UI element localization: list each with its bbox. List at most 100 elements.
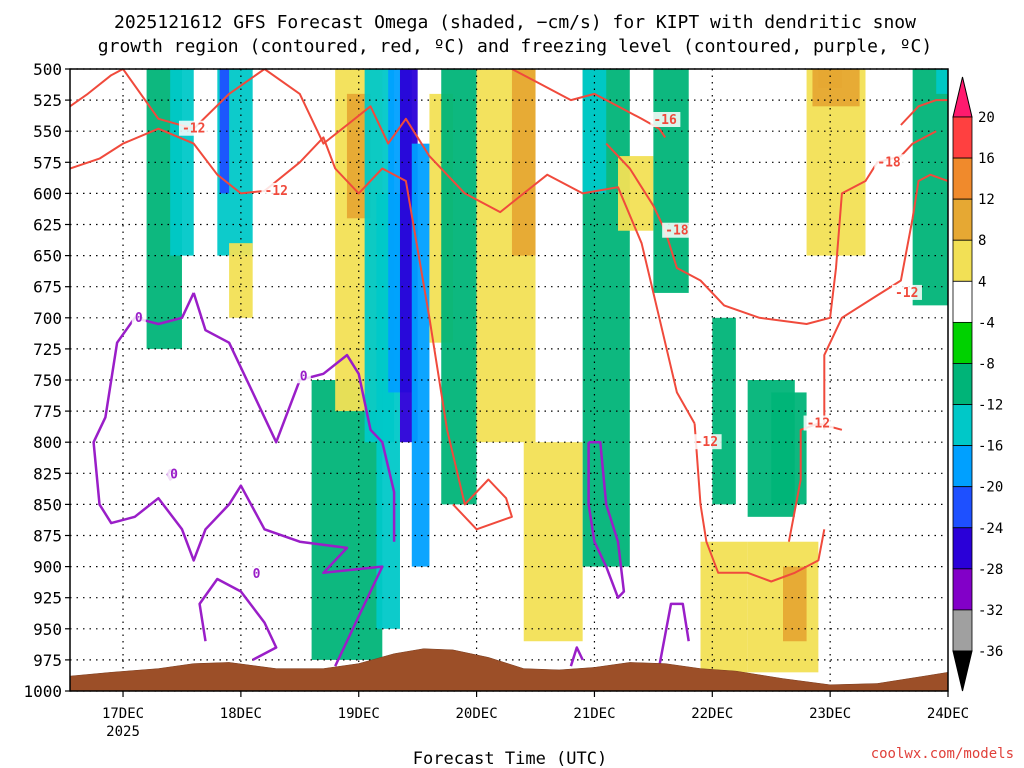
colorbar-tick-label: -32: [978, 603, 1003, 619]
x-axis-title: Forecast Time (UTC): [413, 749, 607, 768]
contour-label-background: [803, 415, 834, 431]
colorbar-band: [952, 116, 973, 159]
y-tick-label: 575: [33, 153, 62, 172]
omega-colorbar: 20 16 12 8 4 -4 -8 -12 -16 -20 -24 -28 -32 -36: [952, 76, 1003, 692]
freezing-level-contours: 0 0 0 0: [92, 292, 690, 667]
dendritic-growth-contours: -12 -12 -16 -18 -18 -12 -12 -12: [70, 69, 948, 583]
contour-label-background: [874, 154, 905, 170]
y-tick-label: 775: [33, 402, 62, 421]
omega-region: [653, 69, 689, 293]
omega-region: [700, 541, 748, 673]
colorbar-band: [952, 486, 973, 529]
contour-label: 0: [300, 369, 308, 384]
colorbar-tick-label: -4: [978, 315, 995, 331]
y-tick-label: 925: [33, 589, 62, 608]
contour-label-background: [891, 284, 922, 300]
x-tick-label: 21DEC: [573, 706, 615, 722]
contour-label: -12: [182, 122, 205, 137]
x-tick-label: 19DEC: [338, 706, 380, 722]
dgz-contour-line: [693, 423, 826, 583]
contour-label-background: [131, 309, 146, 325]
omega-region: [229, 243, 253, 318]
omega-region: [582, 69, 607, 194]
y-tick-label: 625: [33, 216, 62, 235]
contour-label-background: [249, 566, 264, 582]
y-tick-label: 900: [33, 558, 62, 577]
y-tick-label: 950: [33, 620, 62, 639]
x-axis-time: 17DEC 18DEC 19DEC 20DEC 21DEC 22DEC 23DEC 24DEC…: [102, 691, 969, 740]
chart-title: 2025121612 GFS Forecast Omega (shaded, −…: [98, 12, 932, 57]
colorbar-band: [952, 280, 973, 323]
freezing-contour-line: [658, 602, 690, 667]
colorbar-band: [952, 609, 973, 652]
omega-region: [411, 143, 430, 567]
omega-region: [783, 566, 807, 642]
y-tick-label: 725: [33, 340, 62, 359]
x-tick-label: 22DEC: [691, 706, 733, 722]
colorbar-tick-label: -20: [978, 480, 1003, 496]
omega-region: [441, 69, 477, 505]
x-tick-label: 24DEC: [927, 706, 969, 722]
contour-label: -12: [264, 184, 287, 199]
y-tick-label: 825: [33, 464, 62, 483]
colorbar-tick-label: 20: [978, 110, 995, 126]
omega-region: [912, 69, 948, 306]
x-tick-label: 17DEC: [102, 706, 144, 722]
contour-label: -12: [807, 417, 830, 432]
terrain: [69, 648, 949, 692]
x-tick-label: 23DEC: [809, 706, 851, 722]
omega-region: [818, 69, 842, 88]
omega-region: [523, 442, 583, 642]
colorbar-band: [952, 363, 973, 405]
colorbar-tick-label: 16: [978, 151, 995, 167]
y-tick-label: 1000: [23, 682, 62, 701]
colorbar-top-arrow: [952, 76, 973, 118]
colorbar-tick-label: 4: [978, 274, 986, 290]
y-tick-label: 525: [33, 91, 62, 110]
x-tick-label: 18DEC: [220, 706, 262, 722]
colorbar-tick-label: 12: [978, 192, 995, 208]
contour-label: -12: [695, 435, 718, 450]
colorbar-tick-label: -24: [978, 521, 1003, 537]
colorbar-band: [952, 321, 973, 364]
contour-label: -18: [665, 224, 689, 239]
contour-label-background: [650, 112, 681, 128]
colorbar-tick-label: 8: [978, 233, 986, 249]
credit-link[interactable]: coolwx.com/models: [871, 746, 1014, 762]
y-axis-pressure: 500 525 550 575 600 625 650 675 700 725 750 775 800 8…: [23, 60, 70, 701]
dgz-contour-line: [70, 127, 513, 531]
contour-label-background: [261, 182, 292, 198]
y-tick-label: 700: [33, 309, 62, 328]
colorbar-tick-label: -36: [978, 644, 1003, 660]
y-tick-label: 600: [33, 184, 62, 203]
title-line-2: growth region (contoured, red, ºC) and f…: [98, 36, 932, 57]
y-tick-label: 500: [33, 60, 62, 79]
dgz-contour-line: [70, 69, 696, 424]
x-tick-year: 2025: [106, 724, 140, 740]
omega-region: [511, 69, 536, 256]
colorbar-tick-label: -12: [978, 398, 1003, 414]
freezing-contour-line: [198, 577, 278, 662]
colorbar-tick-label: -8: [978, 356, 995, 372]
contour-label-background: [691, 434, 722, 450]
omega-region: [712, 317, 736, 505]
y-tick-label: 550: [33, 122, 62, 141]
colorbar-band: [952, 157, 973, 200]
omega-region: [936, 69, 948, 94]
contour-label-background: [178, 120, 209, 136]
contour-label: -16: [653, 113, 677, 128]
freezing-contour-line: [569, 646, 584, 667]
contour-label-background: [296, 368, 311, 384]
colorbar-tick-label: -28: [978, 562, 1003, 578]
colorbar-band: [952, 239, 973, 282]
freezing-contour-line: [587, 440, 626, 599]
contour-label: -12: [895, 286, 918, 301]
colorbar-band: [952, 568, 973, 611]
y-tick-label: 975: [33, 651, 62, 670]
y-tick-label: 800: [33, 433, 62, 452]
colorbar-tick-label: -16: [978, 439, 1003, 455]
freezing-contour-line: [92, 292, 384, 667]
y-tick-label: 750: [33, 371, 62, 390]
contour-label-background: [167, 466, 182, 482]
